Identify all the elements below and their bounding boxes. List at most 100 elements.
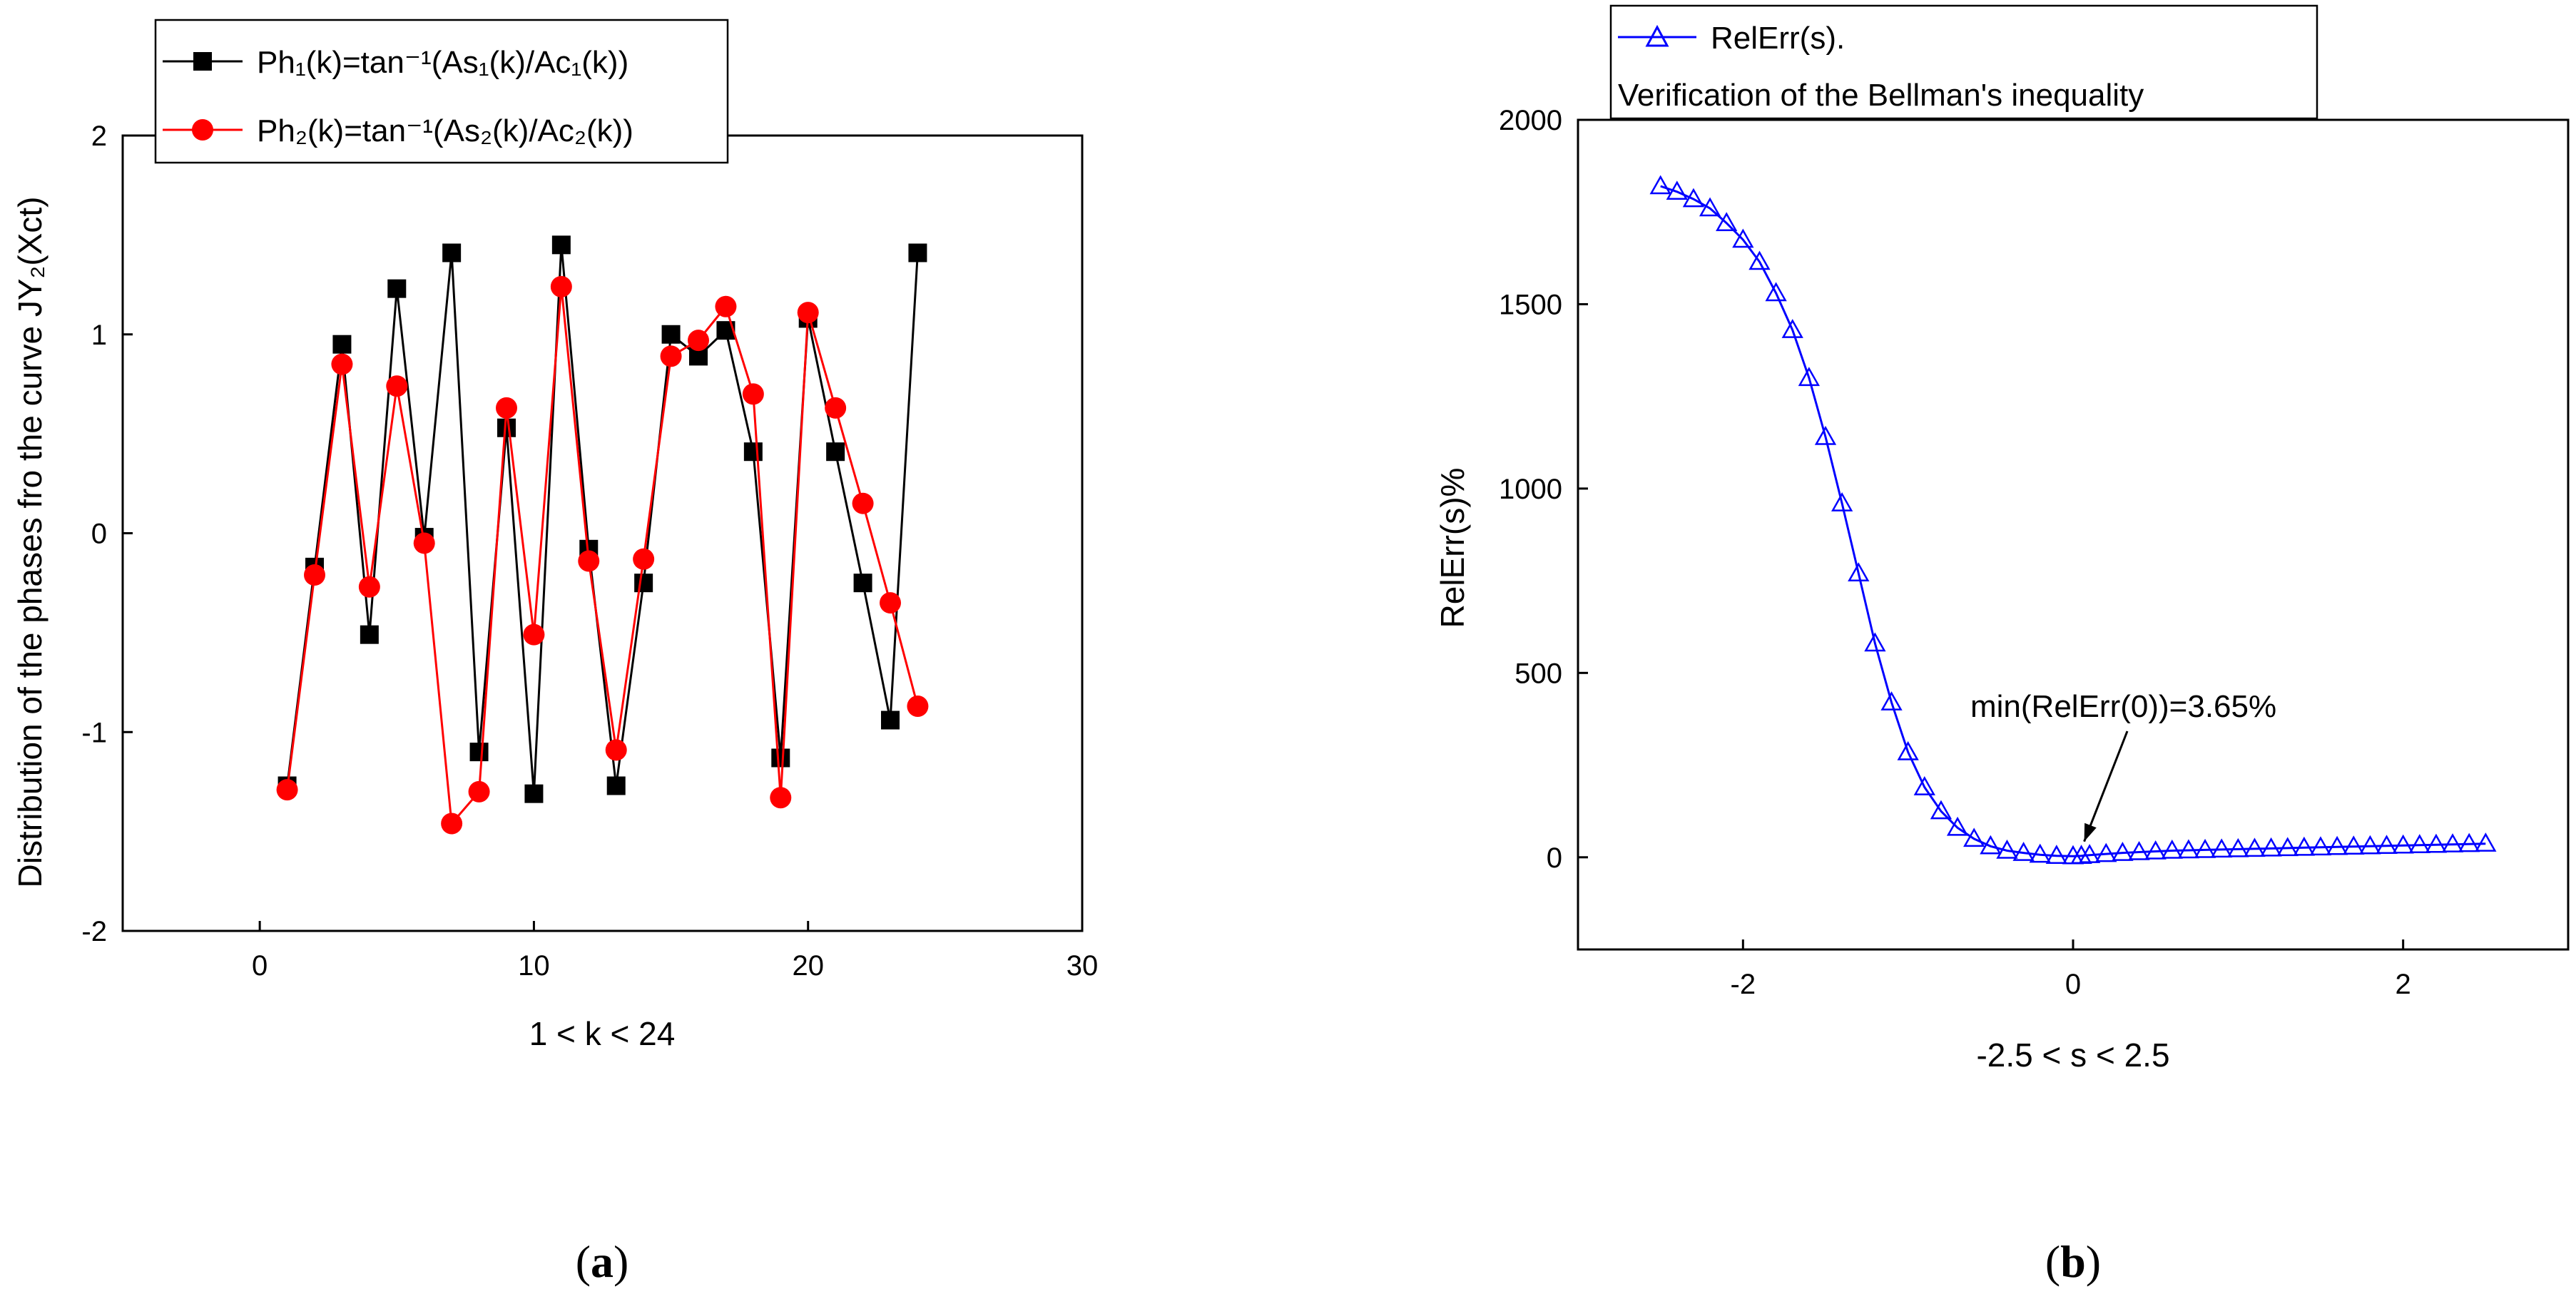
data-point-series1-a bbox=[908, 243, 927, 263]
data-point-series1-b bbox=[1864, 632, 1886, 652]
data-point-series1-b bbox=[2095, 842, 2117, 862]
tick-marks-a bbox=[123, 134, 1084, 932]
data-point-series2-a bbox=[825, 397, 847, 419]
data-point-series2-a bbox=[413, 532, 435, 554]
series-group-a bbox=[276, 235, 929, 835]
data-point-series2-a bbox=[633, 548, 655, 570]
data-point-series1-b bbox=[1748, 250, 1771, 270]
tick-marks-b bbox=[1578, 118, 2405, 949]
x-tick-label-a: 20 bbox=[792, 950, 824, 982]
data-point-series2-a bbox=[907, 696, 929, 718]
data-point-series1-b bbox=[2392, 834, 2414, 854]
y-tick-label-a: 0 bbox=[91, 519, 107, 550]
data-point-series1-b bbox=[1682, 188, 1705, 208]
data-point-series1-a bbox=[634, 574, 653, 593]
panel-label-b: (b) bbox=[2045, 1236, 2101, 1287]
series-line-1-b bbox=[1660, 185, 2486, 857]
data-point-series1-b bbox=[2343, 835, 2365, 855]
y-tick-labels-a: -2 -1 0 1 2 bbox=[81, 121, 107, 947]
annotation-b bbox=[2083, 730, 2129, 842]
data-point-series1-b bbox=[1649, 175, 1671, 195]
data-point-series1-b bbox=[1946, 816, 1969, 836]
data-point-series2-a bbox=[770, 787, 792, 809]
data-point-series2-a bbox=[578, 550, 600, 572]
data-point-series1-b bbox=[1897, 740, 1919, 760]
data-point-series1-b bbox=[2441, 833, 2464, 852]
legend-a: Ph₁(k)=tan⁻¹(As₁(k)/Ac₁(k)) Ph₂(k)=tan⁻¹… bbox=[154, 19, 729, 164]
data-point-series2-a bbox=[441, 812, 463, 835]
data-point-series1-b bbox=[2194, 838, 2216, 858]
data-point-series1-a bbox=[360, 625, 379, 644]
data-point-series1-b bbox=[1814, 425, 1837, 445]
x-tick-label-b: -2 bbox=[1731, 969, 1756, 1000]
data-point-series1-a bbox=[387, 279, 407, 298]
y-tick-label-b: 1000 bbox=[1499, 474, 1562, 505]
data-point-series1-b bbox=[2012, 842, 2035, 861]
x-axis-label-b: -2.5 < s < 2.5 bbox=[1976, 1036, 2169, 1074]
data-point-series1-b bbox=[1699, 197, 1721, 217]
y-axis-label-b: RelErr(s)% bbox=[1434, 468, 1471, 628]
x-tick-label-a: 30 bbox=[1066, 950, 1099, 982]
data-point-series1-a bbox=[743, 442, 763, 462]
legend-title-b: Verification of the Bellman's inequality bbox=[1618, 78, 2144, 113]
annotation-arrow-line bbox=[2083, 730, 2129, 842]
data-point-series2-a bbox=[550, 275, 572, 297]
data-point-series1-b bbox=[1980, 835, 2002, 855]
x-tick-labels-a: 0 10 20 30 bbox=[252, 950, 1098, 982]
data-point-series1-b bbox=[1880, 691, 1903, 710]
data-point-series1-b bbox=[2045, 845, 2068, 864]
y-tick-label-a: 1 bbox=[91, 320, 107, 351]
data-point-series1-b bbox=[1930, 800, 1953, 820]
data-point-series1-b bbox=[2326, 835, 2348, 855]
chart-panel-b: -2 0 2 0 500 1000 1500 2000 -2.5 < s < 2.5 Rel… bbox=[1434, 4, 2570, 1287]
data-point-series2-a bbox=[605, 739, 627, 761]
data-point-series1-b bbox=[1963, 827, 1985, 847]
annotation-text-b: min(RelErr(0))=3.65% bbox=[1970, 689, 2276, 724]
data-point-series2-a bbox=[660, 345, 682, 367]
data-point-series1-b bbox=[2112, 842, 2134, 861]
data-point-series1-b bbox=[2408, 834, 2430, 853]
annotation-arrow-head bbox=[2084, 822, 2097, 842]
legend-marker-series1-b bbox=[1645, 24, 1669, 47]
data-point-series2-a bbox=[688, 330, 709, 352]
data-point-series1-b bbox=[2244, 837, 2266, 857]
panel-label-a: (a) bbox=[576, 1236, 629, 1287]
y-tick-label-a: -1 bbox=[81, 717, 107, 748]
data-point-series1-b bbox=[1765, 282, 1787, 302]
chart-panel-a: 0 10 20 30 -2 -1 0 1 2 1 < k < 24 Distribution … bbox=[11, 19, 1098, 1287]
legend-label-series1-a: Ph₁(k)=tan⁻¹(As₁(k)/Ac₁(k)) bbox=[257, 45, 628, 80]
data-point-series1-a bbox=[524, 784, 544, 803]
data-point-series1-a bbox=[551, 235, 571, 255]
data-point-series1-a bbox=[469, 743, 489, 762]
x-axis-label-a: 1 < k < 24 bbox=[529, 1015, 676, 1052]
data-point-series1-b bbox=[1666, 180, 1688, 200]
data-point-series1-b bbox=[1732, 228, 1754, 248]
data-point-series2-a bbox=[880, 592, 901, 614]
data-point-series1-b bbox=[2458, 832, 2480, 852]
data-point-series1-a bbox=[826, 442, 845, 462]
legend-box-b bbox=[1609, 4, 2318, 120]
data-point-series1-b bbox=[2276, 837, 2298, 857]
x-tick-label-b: 2 bbox=[2396, 969, 2411, 1000]
y-axis-label-a: Distribution of the phases fro the curve… bbox=[11, 197, 49, 888]
data-point-series1-b bbox=[2029, 843, 2051, 863]
data-point-series2-a bbox=[742, 383, 764, 405]
data-point-series2-a bbox=[468, 780, 490, 803]
series-line-2-a bbox=[286, 286, 919, 827]
data-point-series2-a bbox=[331, 353, 353, 375]
series-group-b bbox=[1649, 175, 2497, 865]
series-line-1-a bbox=[286, 245, 919, 794]
data-point-series1-b bbox=[1996, 839, 2018, 859]
data-point-series2-a bbox=[797, 302, 819, 324]
data-point-series1-a bbox=[771, 748, 790, 768]
y-tick-label-b: 0 bbox=[1547, 842, 1562, 874]
data-point-series1-b bbox=[1781, 319, 1803, 338]
data-point-series2-a bbox=[358, 576, 380, 598]
y-tick-label-b: 500 bbox=[1514, 658, 1562, 689]
data-point-series1-b bbox=[1848, 562, 1870, 582]
data-point-series1-b bbox=[2293, 836, 2316, 856]
legend-box-a bbox=[154, 19, 729, 164]
data-point-series1-b bbox=[2425, 833, 2448, 853]
x-tick-label-b: 0 bbox=[2065, 969, 2081, 1000]
